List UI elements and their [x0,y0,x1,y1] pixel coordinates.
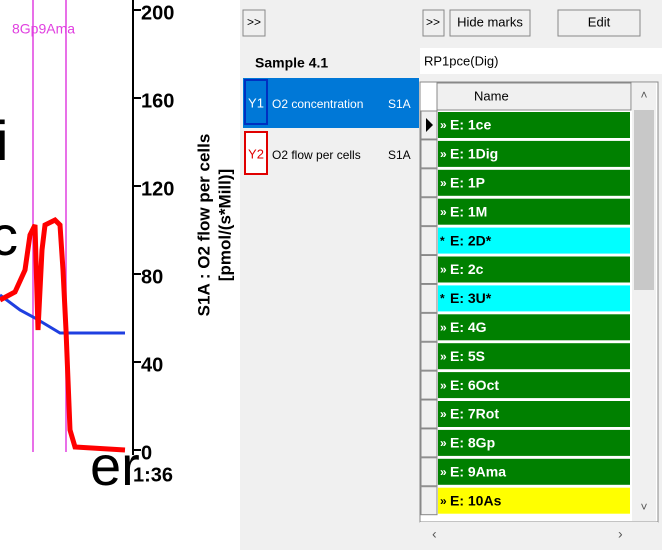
row-marker: » [440,320,447,334]
row-header [421,313,437,341]
y-tick-label: 120 [141,178,174,200]
y-label: S1A : O2 flow per cells [194,134,213,317]
row-name: E: 10As [450,492,502,508]
row-header [421,458,437,486]
scroll-left[interactable]: ‹ [432,526,437,542]
protocol-text: RP1pce(Dig) [424,53,498,68]
scroll-up[interactable]: ˄ [640,88,647,102]
row-marker: » [440,263,447,277]
row-name: E: 1M [450,203,487,219]
row-name: E: 9Ama [450,464,506,480]
row-marker: » [440,378,447,392]
row-header [421,400,437,428]
row-name: E: 4G [450,319,487,335]
scroll-thumb[interactable] [634,110,654,290]
row-marker: » [440,147,447,161]
button-label: Hide marks [457,14,523,29]
row-marker: * [440,292,445,306]
x-label: 1:36 [133,464,173,486]
row-name: E: 1ce [450,117,491,133]
row-marker: * [440,234,445,248]
button-label: Edit [588,14,611,29]
row-marker: » [440,407,447,421]
icon-label: Y1 [248,95,264,110]
scroll-down[interactable]: ˅ [640,500,647,514]
row-header [421,487,437,515]
row-name: E: 7Rot [450,406,499,422]
row-name: E: 1P [450,175,485,191]
row-name: E: 2c [450,261,484,277]
row-marker: » [440,494,447,508]
column-header: Name [474,88,509,103]
row-header [421,429,437,457]
item-label: O2 flow per cells [272,148,361,162]
row-header [421,227,437,255]
y-label: [pmol/(s*Mill)] [215,169,234,281]
button-label: >> [426,15,440,29]
bg-text: c [0,204,18,267]
row-header [421,198,437,226]
row-marker: » [440,176,447,190]
row-marker: » [440,349,447,363]
item-channel: S1A [388,97,411,111]
item-label: O2 concentration [272,97,363,111]
y-tick-label: 200 [141,2,174,24]
bg-text: i [0,109,8,172]
row-header [421,342,437,370]
row-name: E: 8Gp [450,435,495,451]
row-header [421,256,437,284]
y-tick-label: 40 [141,354,163,376]
row-name: E: 5S [450,348,485,364]
grid-header [437,83,631,110]
row-name: E: 6Oct [450,377,499,393]
sample-title: Sample 4.1 [255,55,328,71]
row-header [421,140,437,168]
item-channel: S1A [388,148,411,162]
y-tick-label: 80 [141,266,163,288]
button-label: >> [247,15,261,29]
row-marker: » [440,465,447,479]
row-marker: » [440,118,447,132]
row-header [421,169,437,197]
y-tick-label: 0 [141,442,152,464]
row-marker: » [440,205,447,219]
row-header [421,284,437,312]
row-name: E: 1Dig [450,146,498,162]
flow-line [0,220,125,450]
screenshot: i c er 8Gp9Ama 20016012080400 1:36 S1A :… [0,0,662,550]
row-marker: » [440,436,447,450]
y-tick-label: 160 [141,90,174,112]
scroll-right[interactable]: › [618,526,623,542]
annotation: 8Gp9Ama [12,21,75,37]
row-header [421,371,437,399]
icon-label: Y2 [248,146,264,161]
row-name: E: 3U* [450,290,492,306]
row-name: E: 2D* [450,232,492,248]
